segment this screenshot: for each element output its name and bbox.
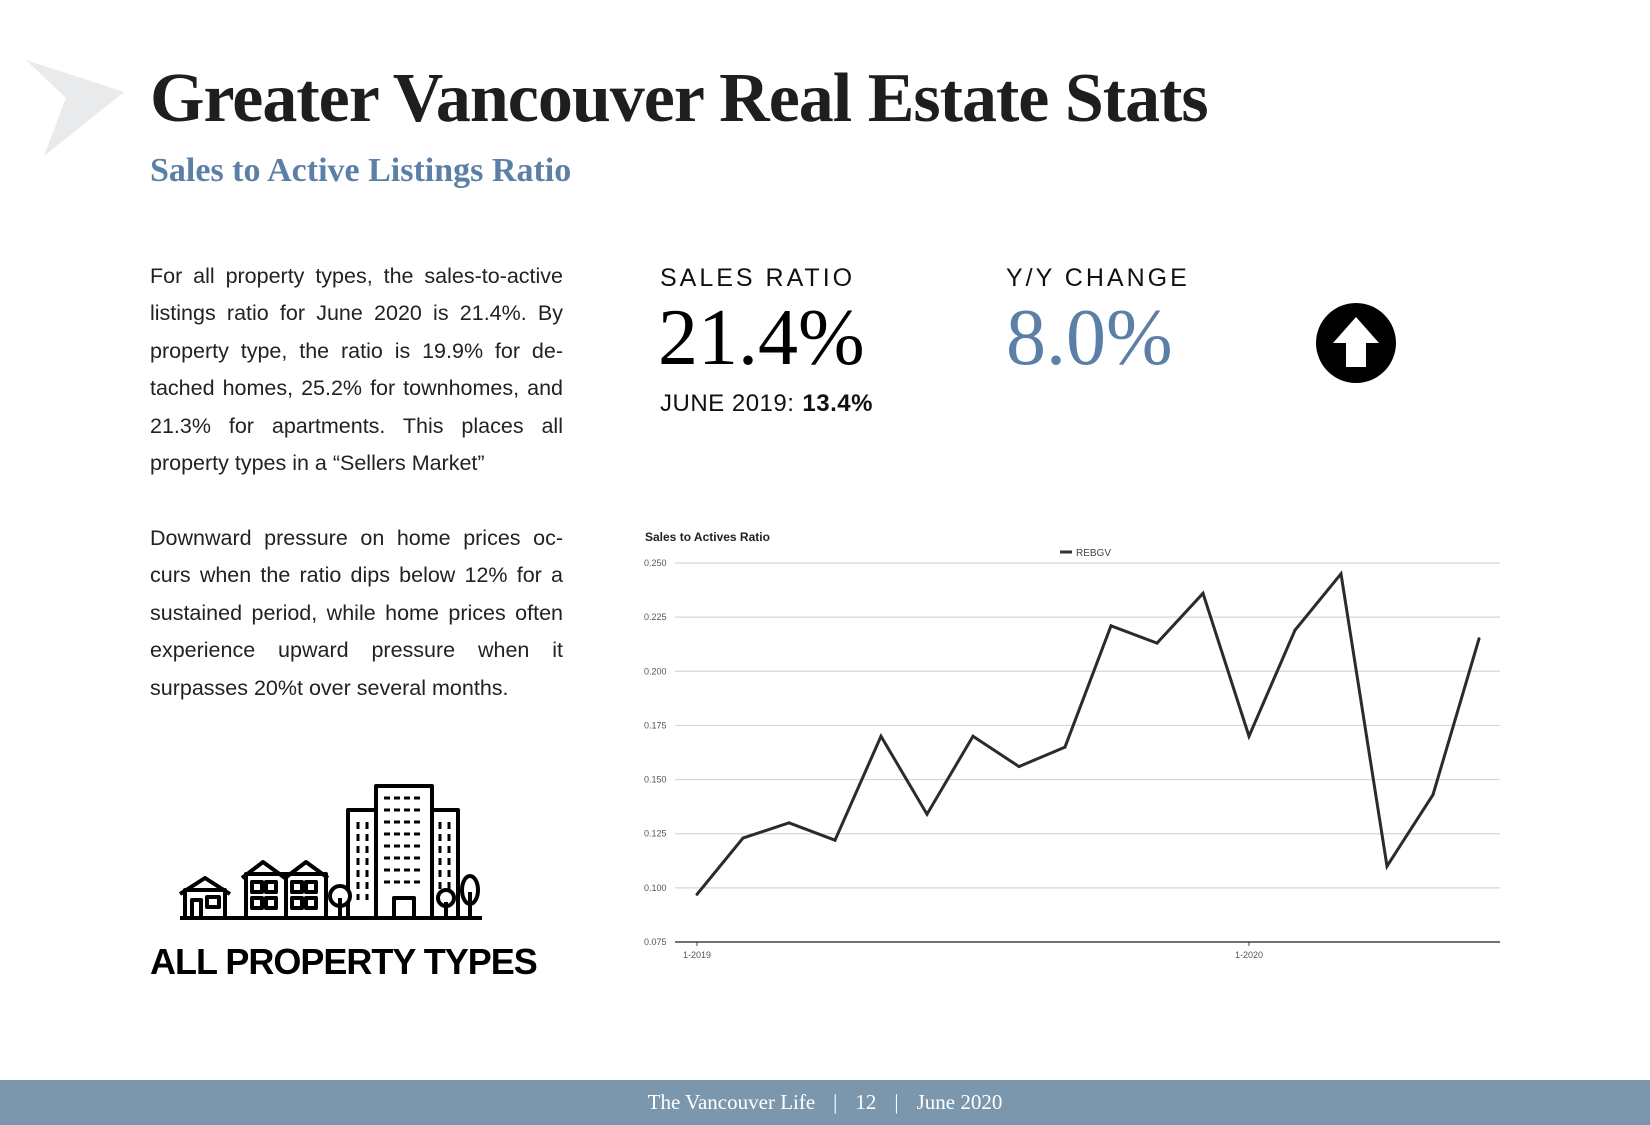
sales-ratio-label: SALES RATIO xyxy=(660,264,856,292)
data-point xyxy=(787,821,791,825)
data-point xyxy=(1339,572,1343,576)
page-subtitle: Sales to Active Listings Ratio xyxy=(150,152,572,189)
footer-separator: | xyxy=(894,1090,899,1114)
data-point xyxy=(925,812,929,816)
data-point xyxy=(695,892,699,896)
data-point xyxy=(1431,793,1435,797)
y-tick-label: 0.100 xyxy=(644,883,667,893)
data-point xyxy=(1109,624,1113,628)
data-point xyxy=(971,734,975,738)
description-paragraph: For all property types, the sales-to-act… xyxy=(150,264,563,476)
y-tick-label: 0.225 xyxy=(644,612,667,622)
footer-publication: The Vancouver Life xyxy=(647,1090,816,1114)
x-tick-label: 1-2019 xyxy=(683,950,711,960)
data-point xyxy=(833,838,837,842)
yy-change-value: 8.0% xyxy=(1006,294,1173,382)
data-point xyxy=(1477,637,1481,641)
footer-separator: | xyxy=(833,1090,838,1114)
data-point xyxy=(1385,864,1389,868)
chart-series-line xyxy=(695,570,1481,896)
property-types-label: ALL PROPERTY TYPES xyxy=(150,941,538,982)
arrow-up-circle-icon xyxy=(1316,303,1396,383)
data-point xyxy=(1293,628,1297,632)
footer-bar: The Vancouver Life | 12 | June 2020 xyxy=(0,1080,1650,1125)
data-point xyxy=(1201,591,1205,595)
data-point xyxy=(1155,641,1159,645)
chart-title: Sales to Actives Ratio xyxy=(645,530,770,544)
prev-year-value: 13.4% xyxy=(802,390,873,417)
data-point xyxy=(1063,745,1067,749)
data-point xyxy=(879,734,883,738)
x-tick-label: 1-2020 xyxy=(1235,950,1263,960)
buildings-icon xyxy=(178,784,482,920)
yy-change-label: Y/Y CHANGE xyxy=(1006,264,1190,292)
y-tick-label: 0.150 xyxy=(644,775,667,785)
data-point xyxy=(1247,734,1251,738)
y-tick-label: 0.075 xyxy=(644,937,667,947)
page-title: Greater Vancouver Real Estate Stats xyxy=(150,60,1209,137)
legend-label: REBGV xyxy=(1076,548,1111,559)
y-tick-label: 0.250 xyxy=(644,558,667,568)
sales-ratio-chart: Sales to Actives Ratio REBGV 0.250 0.225 0… xyxy=(644,530,1500,960)
prev-year-stat: JUNE 2019: 13.4% xyxy=(660,389,873,419)
y-tick-label: 0.125 xyxy=(644,829,667,839)
explanation-paragraph: Downward pressure on home prices oc­curs… xyxy=(150,526,563,700)
footer-page-number: 12 xyxy=(855,1090,877,1114)
prev-year-label: JUNE 2019: xyxy=(660,390,795,417)
data-point xyxy=(1017,765,1021,769)
y-tick-label: 0.200 xyxy=(644,666,667,676)
chart-legend: REBGV xyxy=(1060,548,1111,559)
chevron-arrow-icon xyxy=(26,60,124,156)
sales-ratio-value: 21.4% xyxy=(658,294,865,382)
footer-date: June 2020 xyxy=(916,1090,1003,1114)
y-tick-label: 0.175 xyxy=(644,720,667,730)
data-point xyxy=(741,836,745,840)
